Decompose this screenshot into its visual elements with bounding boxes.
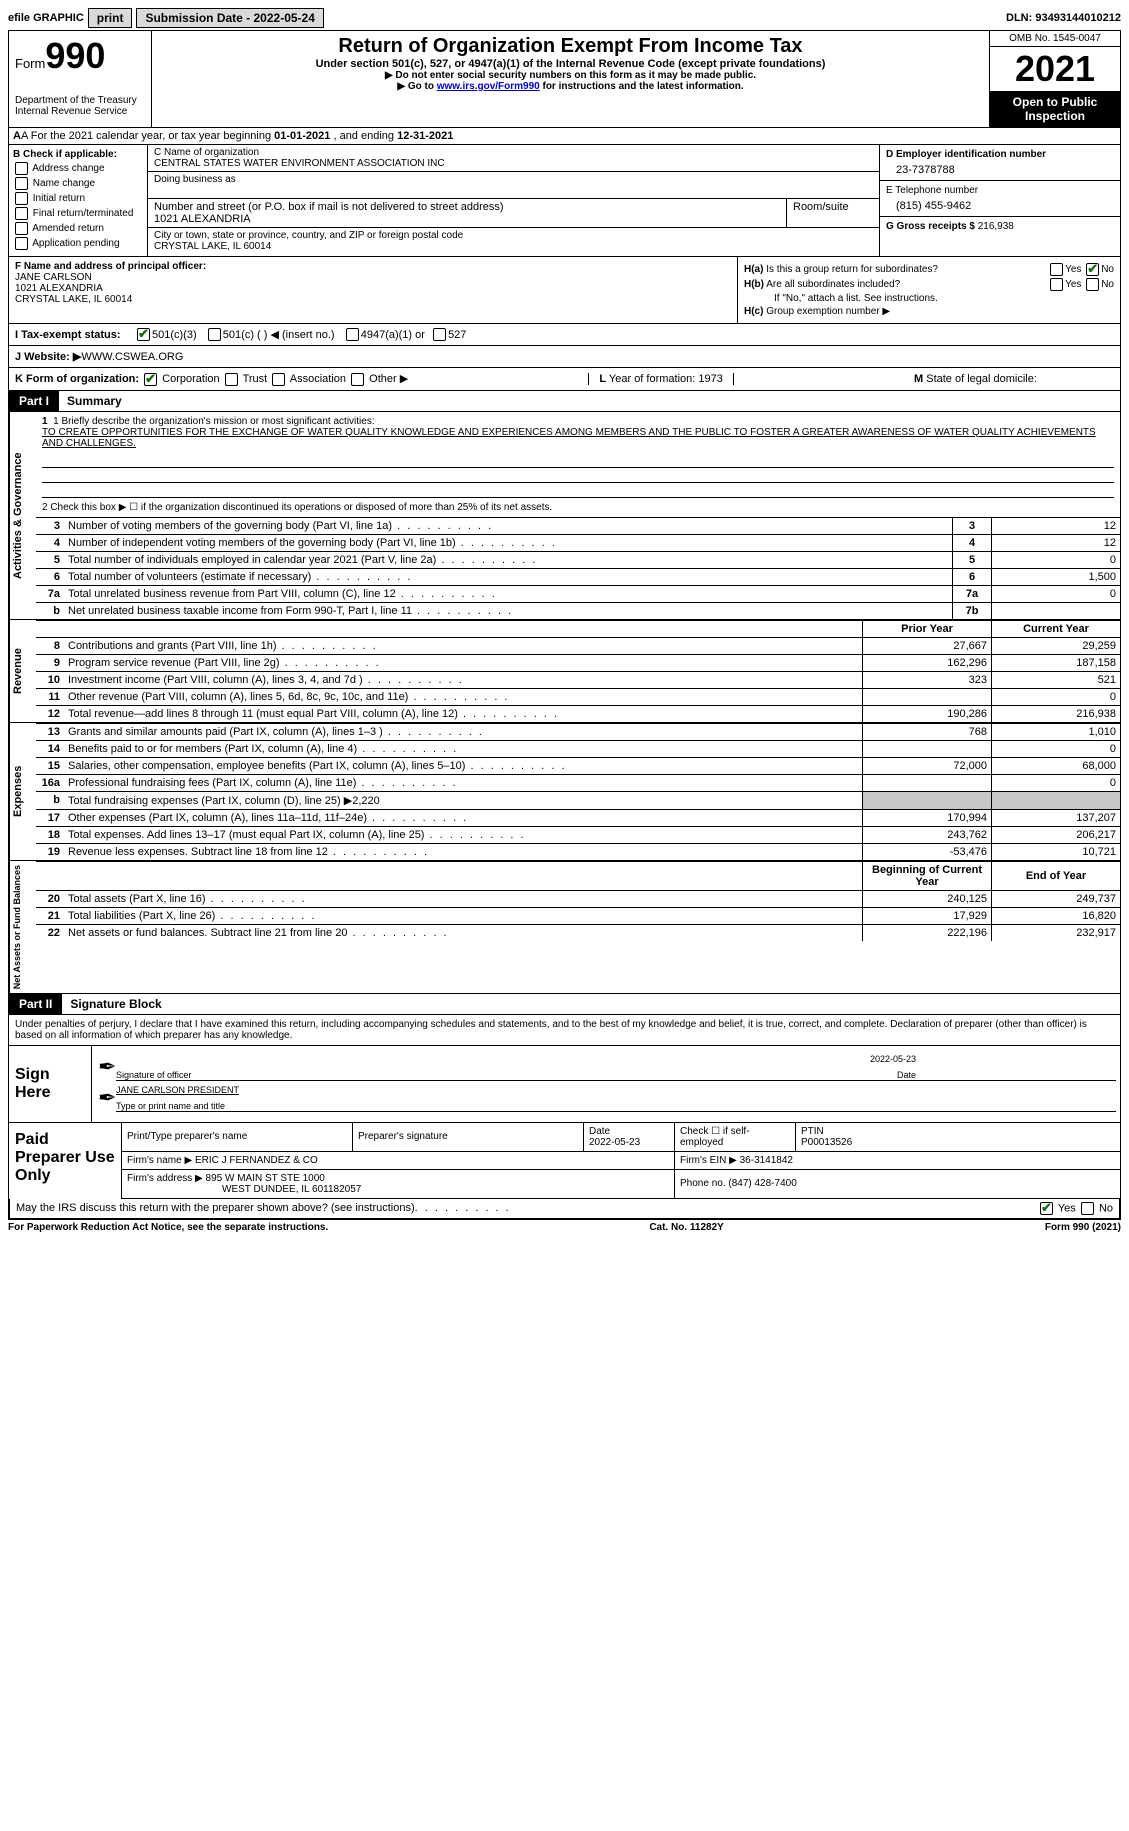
form-title: Return of Organization Exempt From Incom… xyxy=(160,35,981,58)
signer-name: JANE CARLSON PRESIDENT xyxy=(116,1085,239,1095)
org-address: 1021 ALEXANDRIA xyxy=(154,213,780,225)
efile-label: efile GRAPHIC xyxy=(8,12,84,24)
ein-value: 23-7378788 xyxy=(886,164,1114,176)
check-corporation[interactable] xyxy=(144,373,157,386)
omb-number: OMB No. 1545-0047 xyxy=(990,31,1120,47)
ptin-value: P00013526 xyxy=(801,1137,852,1148)
signature-block: Under penalties of perjury, I declare th… xyxy=(8,1015,1121,1220)
section-fh: F Name and address of principal officer:… xyxy=(8,257,1121,324)
pen-icon: ✒ xyxy=(98,1056,116,1078)
row-a-tax-year: AA For the 2021 calendar year, or tax ye… xyxy=(8,128,1121,145)
form-header: Form990 Department of the Treasury Inter… xyxy=(8,30,1121,128)
tax-year: 2021 xyxy=(990,47,1120,91)
col-b-checkboxes: B Check if applicable: Address change Na… xyxy=(9,145,148,256)
section-bcd: B Check if applicable: Address change Na… xyxy=(8,145,1121,257)
year-formation: Year of formation: 1973 xyxy=(609,373,723,385)
officer-name: JANE CARLSON xyxy=(15,272,92,283)
row-k-form-org: K Form of organization: Corporation Trus… xyxy=(8,368,1121,391)
hb-no[interactable] xyxy=(1086,278,1099,291)
org-city: CRYSTAL LAKE, IL 60014 xyxy=(154,241,873,252)
ha-yes[interactable] xyxy=(1050,263,1063,276)
part-2-header: Part II Signature Block xyxy=(8,994,1121,1015)
check-association[interactable] xyxy=(272,373,285,386)
check-initial-return[interactable] xyxy=(15,192,28,205)
mission-text: TO CREATE OPPORTUNITIES FOR THE EXCHANGE… xyxy=(42,427,1096,449)
row-i-tax-status: I Tax-exempt status: 501(c)(3) 501(c) ( … xyxy=(8,324,1121,346)
sig-date: 2022-05-23 xyxy=(870,1054,916,1064)
submission-date-button[interactable]: Submission Date - 2022-05-24 xyxy=(136,8,323,28)
print-button[interactable]: print xyxy=(88,8,133,28)
revenue-section: Revenue Prior YearCurrent Year8Contribut… xyxy=(8,620,1121,723)
discuss-no[interactable] xyxy=(1081,1202,1094,1215)
check-final-return[interactable] xyxy=(15,207,28,220)
discuss-yes[interactable] xyxy=(1040,1202,1053,1215)
check-amended-return[interactable] xyxy=(15,222,28,235)
part-1-header: Part I Summary xyxy=(8,391,1121,412)
check-501c[interactable] xyxy=(208,328,221,341)
check-4947[interactable] xyxy=(346,328,359,341)
check-trust[interactable] xyxy=(225,373,238,386)
firm-name: ERIC J FERNANDEZ & CO xyxy=(195,1155,318,1166)
net-assets-section: Net Assets or Fund Balances Beginning of… xyxy=(8,861,1121,994)
website-value: WWW.CSWEA.ORG xyxy=(81,351,183,363)
firm-ein: 36-3141842 xyxy=(740,1155,793,1166)
top-bar: efile GRAPHIC print Submission Date - 20… xyxy=(8,8,1121,28)
firm-phone: (847) 428-7400 xyxy=(728,1178,796,1189)
irs-discuss-row: May the IRS discuss this return with the… xyxy=(9,1199,1120,1219)
check-name-change[interactable] xyxy=(15,177,28,190)
pen-icon: ✒ xyxy=(98,1087,116,1109)
row-j-website: J Website: ▶ WWW.CSWEA.ORG xyxy=(8,346,1121,368)
inspection-badge: Open to PublicInspection xyxy=(990,91,1120,127)
irs-link[interactable]: www.irs.gov/Form990 xyxy=(437,81,540,92)
page-footer: For Paperwork Reduction Act Notice, see … xyxy=(8,1220,1121,1235)
firm-addr: 895 W MAIN ST STE 1000 xyxy=(206,1173,325,1184)
check-address-change[interactable] xyxy=(15,162,28,175)
expenses-section: Expenses 13Grants and similar amounts pa… xyxy=(8,723,1121,861)
check-501c3[interactable] xyxy=(137,328,150,341)
hb-yes[interactable] xyxy=(1050,278,1063,291)
check-527[interactable] xyxy=(433,328,446,341)
check-application-pending[interactable] xyxy=(15,237,28,250)
activities-governance-section: Activities & Governance 1 1 Briefly desc… xyxy=(8,412,1121,620)
gross-receipts: 216,938 xyxy=(978,221,1014,232)
org-name: CENTRAL STATES WATER ENVIRONMENT ASSOCIA… xyxy=(154,158,873,169)
form-id-box: Form990 Department of the Treasury Inter… xyxy=(9,31,152,127)
preparer-date: 2022-05-23 xyxy=(589,1137,640,1148)
telephone-value: (815) 455-9462 xyxy=(886,200,1114,212)
dln-label: DLN: 93493144010212 xyxy=(1006,12,1121,24)
ha-no[interactable] xyxy=(1086,263,1099,276)
check-other[interactable] xyxy=(351,373,364,386)
